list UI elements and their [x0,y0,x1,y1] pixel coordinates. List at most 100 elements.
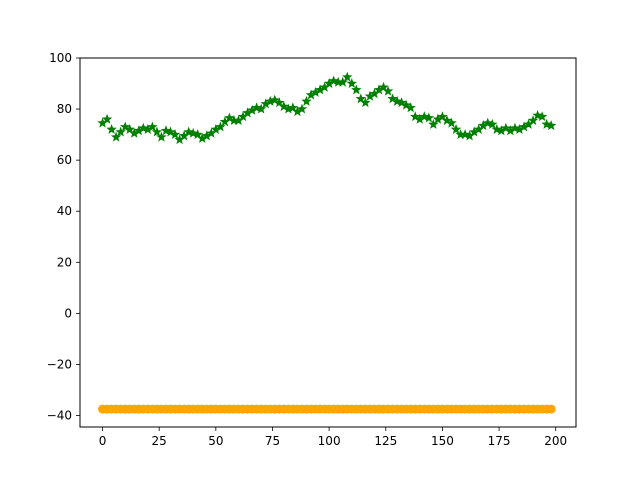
y-tick-label: −40 [47,409,72,423]
star-marker [237,111,249,122]
y-tick-label: 0 [64,306,72,320]
star-marker [491,124,503,134]
star-marker [323,78,335,88]
x-tick-label: 200 [544,434,567,448]
star-marker [378,81,389,92]
star-marker [527,115,539,126]
star-marker [509,122,521,133]
x-tick-label: 175 [488,434,511,448]
star-marker [310,86,321,97]
star-marker [278,101,290,111]
series-0 [97,71,557,145]
star-marker [455,129,466,140]
star-marker [197,132,208,143]
star-marker [296,103,308,114]
x-tick-label: 50 [208,434,223,448]
star-marker [110,131,122,142]
star-marker [369,88,380,99]
star-marker [428,118,439,129]
star-marker [391,95,403,106]
star-marker [292,106,303,117]
star-marker [210,124,222,134]
star-marker [115,126,126,137]
y-tick-label: −20 [47,357,72,371]
star-marker [206,127,217,138]
star-marker [373,84,385,95]
x-tick-label: 75 [265,434,280,448]
star-marker [342,71,353,82]
star-marker [178,130,190,141]
y-tick-label: 100 [49,51,72,65]
star-marker [437,111,448,122]
star-marker [382,85,394,96]
star-marker [500,122,512,133]
star-marker [468,126,480,137]
star-marker [201,130,213,141]
y-tick-label: 20 [57,255,72,269]
star-marker [269,94,280,105]
star-marker [332,76,344,87]
star-marker [523,118,534,129]
star-marker [165,126,176,137]
star-marker [387,93,398,104]
star-marker [355,93,367,104]
star-marker [459,129,471,140]
star-marker [514,124,525,134]
x-tick-label: 150 [431,434,454,448]
star-marker [156,131,167,142]
star-marker [541,118,552,129]
star-marker [129,127,140,138]
star-marker [138,122,149,133]
star-marker [142,124,154,134]
star-marker [487,118,498,129]
star-marker [346,78,358,88]
star-marker [473,124,484,134]
star-marker [283,103,294,114]
star-marker [518,121,530,132]
star-marker [545,120,557,131]
star-marker [532,109,543,120]
star-marker [133,125,145,136]
star-marker [536,111,548,122]
star-marker [337,76,348,87]
ticks-layer: 0 25 50 75 100 125 150 175 200 −40 −20 0 20 40 60 80 100 [47,51,568,448]
star-marker [287,102,299,113]
star-marker [405,102,416,113]
star-marker [301,95,312,106]
star-marker [351,84,362,95]
star-marker [192,129,203,140]
star-marker [364,90,376,101]
star-marker [482,117,493,128]
star-marker [419,111,430,122]
star-marker [496,125,507,136]
x-tick-label: 125 [374,434,397,448]
star-marker [174,134,185,145]
star-marker [255,103,267,114]
star-marker [160,125,172,136]
star-marker [319,81,330,92]
star-marker [432,113,444,124]
series-layer [97,71,557,414]
star-marker [477,120,489,131]
plot-frame [79,57,577,428]
star-marker [423,112,435,123]
star-marker [441,115,453,126]
star-marker [106,124,117,134]
star-marker [183,126,194,137]
star-marker [251,102,262,113]
star-marker [147,121,158,132]
star-marker [274,97,285,108]
star-marker [314,84,326,95]
star-marker [264,95,276,106]
star-marker [228,115,240,126]
star-marker [242,107,253,118]
star-marker [233,115,244,126]
star-marker [450,124,462,134]
star-marker [328,75,339,86]
star-marker [505,125,516,136]
star-marker [187,127,199,138]
star-marker [305,89,317,100]
star-marker [119,121,131,132]
